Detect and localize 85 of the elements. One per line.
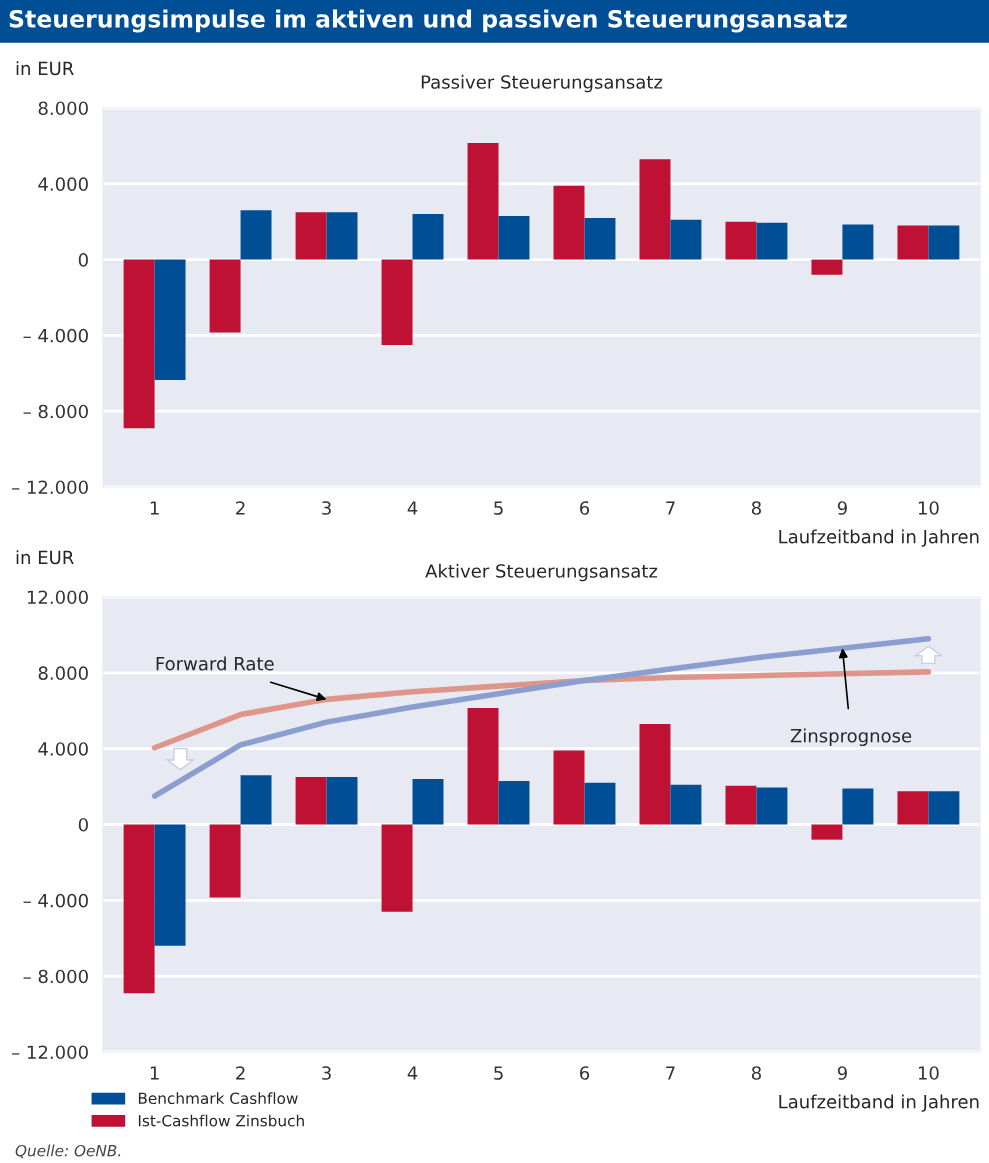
source-note: Quelle: OeNB. bbox=[15, 1144, 121, 1159]
bar bbox=[928, 791, 960, 825]
bar bbox=[467, 143, 499, 260]
x-tick-label: 5 bbox=[494, 501, 503, 515]
x-tick-label: 2 bbox=[236, 1066, 245, 1080]
x-tick-label: 6 bbox=[580, 1066, 590, 1080]
x-axis-title: Laufzeitband in Jahren bbox=[779, 1094, 979, 1112]
bar bbox=[725, 221, 757, 260]
y-axis-title: in EUR bbox=[16, 61, 74, 76]
bar bbox=[811, 259, 843, 275]
y-tick-label: – 4.000 bbox=[23, 328, 88, 343]
bar bbox=[209, 259, 241, 333]
legend-label: Ist-Cashflow Zinsbuch bbox=[138, 1114, 304, 1127]
x-tick-label: 1 bbox=[150, 501, 159, 515]
bar bbox=[639, 724, 671, 825]
chart-subtitle: Passiver Steuerungsansatz bbox=[421, 74, 663, 93]
chart-subtitle: Aktiver Steuerungsansatz bbox=[425, 563, 658, 582]
x-tick-label: 1 bbox=[150, 1066, 159, 1080]
annotation: Forward Rate bbox=[156, 656, 274, 671]
bar bbox=[842, 224, 874, 260]
x-tick-label: 3 bbox=[322, 1066, 331, 1080]
y-tick-label: – 12.000 bbox=[12, 1045, 88, 1060]
y-tick-label: – 4.000 bbox=[23, 893, 88, 908]
bar bbox=[725, 785, 757, 825]
bar bbox=[209, 824, 241, 898]
y-tick-label: 12.000 bbox=[27, 590, 88, 605]
y-tick-label: 4.000 bbox=[38, 177, 88, 191]
bar bbox=[584, 217, 616, 260]
bar bbox=[756, 787, 788, 825]
y-axis-title: in EUR bbox=[16, 550, 74, 565]
y-tick-label: – 8.000 bbox=[23, 969, 88, 984]
y-tick-label: 4.000 bbox=[38, 742, 88, 756]
x-tick-label: 2 bbox=[236, 501, 245, 515]
bar bbox=[553, 185, 585, 260]
bar bbox=[295, 777, 327, 825]
bar bbox=[240, 775, 272, 825]
bar bbox=[897, 225, 929, 260]
x-tick-label: 10 bbox=[918, 1066, 939, 1080]
x-tick-label: 7 bbox=[666, 1066, 675, 1080]
bar bbox=[381, 259, 413, 345]
y-tick-label: 0 bbox=[78, 817, 88, 832]
bar bbox=[670, 219, 702, 260]
x-axis-title: Laufzeitband in Jahren bbox=[779, 529, 979, 547]
annotation: Zinsprognose bbox=[790, 728, 912, 747]
bar bbox=[467, 707, 499, 825]
x-tick-label: 3 bbox=[322, 501, 331, 515]
bar bbox=[412, 214, 444, 260]
bar bbox=[412, 779, 444, 825]
x-tick-label: 5 bbox=[494, 1066, 503, 1080]
bar bbox=[584, 782, 616, 825]
bar bbox=[326, 212, 358, 260]
x-tick-label: 6 bbox=[580, 501, 590, 515]
bar bbox=[498, 780, 530, 825]
x-tick-label: 10 bbox=[918, 501, 939, 515]
x-tick-label: 8 bbox=[751, 501, 761, 515]
bar bbox=[811, 824, 843, 840]
bar bbox=[240, 210, 272, 260]
bar bbox=[123, 259, 155, 429]
bar bbox=[295, 212, 327, 260]
bar bbox=[670, 784, 702, 825]
bar bbox=[756, 222, 788, 260]
bar bbox=[553, 750, 585, 825]
x-tick-label: 4 bbox=[407, 1066, 418, 1080]
legend-label: Benchmark Cashflow bbox=[138, 1092, 298, 1105]
bar bbox=[842, 788, 874, 825]
bar bbox=[381, 824, 413, 912]
bar bbox=[154, 824, 186, 946]
bar bbox=[639, 159, 671, 260]
bar bbox=[928, 225, 960, 260]
x-tick-label: 4 bbox=[407, 501, 418, 515]
x-tick-label: 8 bbox=[751, 1066, 761, 1080]
bar bbox=[498, 216, 530, 260]
y-tick-label: 0 bbox=[78, 253, 88, 267]
bar bbox=[897, 791, 929, 825]
bar bbox=[326, 777, 358, 825]
y-tick-label: – 12.000 bbox=[12, 480, 88, 495]
y-tick-label: 8.000 bbox=[38, 101, 88, 116]
y-tick-label: 8.000 bbox=[38, 666, 88, 680]
x-tick-label: 9 bbox=[837, 1066, 847, 1080]
bar bbox=[154, 259, 186, 380]
x-tick-label: 9 bbox=[837, 501, 847, 515]
bar bbox=[123, 824, 155, 994]
y-tick-label: – 8.000 bbox=[23, 404, 88, 419]
chart-title: Steuerungsimpulse im aktiven und passiven Steuerungsansatz bbox=[9, 9, 847, 33]
x-tick-label: 7 bbox=[666, 501, 675, 515]
